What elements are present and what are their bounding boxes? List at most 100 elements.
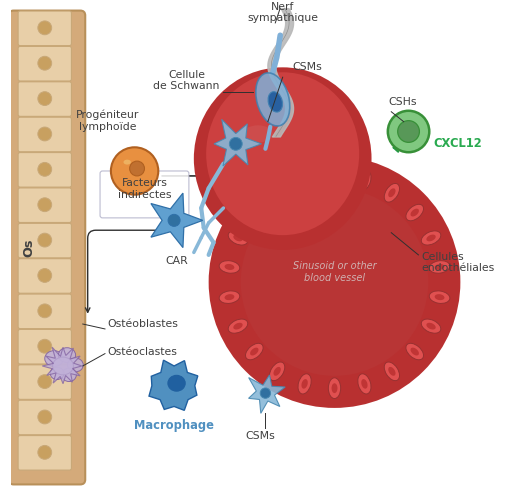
Ellipse shape	[130, 161, 144, 176]
Ellipse shape	[406, 344, 424, 360]
FancyBboxPatch shape	[18, 365, 71, 399]
Ellipse shape	[224, 294, 234, 300]
Text: CAR: CAR	[165, 256, 188, 266]
Text: CXCL12: CXCL12	[433, 137, 482, 150]
FancyBboxPatch shape	[18, 82, 71, 116]
FancyBboxPatch shape	[18, 294, 71, 329]
Ellipse shape	[246, 204, 263, 221]
Circle shape	[241, 188, 428, 376]
Ellipse shape	[429, 291, 450, 303]
Ellipse shape	[58, 347, 76, 362]
FancyBboxPatch shape	[9, 10, 85, 485]
FancyBboxPatch shape	[18, 400, 71, 435]
Text: CSHs: CSHs	[389, 97, 417, 107]
Ellipse shape	[298, 170, 311, 190]
Ellipse shape	[332, 383, 337, 393]
Ellipse shape	[194, 67, 372, 250]
Ellipse shape	[45, 350, 63, 366]
Ellipse shape	[384, 362, 399, 381]
Ellipse shape	[250, 208, 259, 216]
Text: Ostéoblastes: Ostéoblastes	[107, 319, 179, 329]
Ellipse shape	[426, 235, 436, 242]
Ellipse shape	[168, 214, 180, 226]
Polygon shape	[151, 193, 203, 248]
Circle shape	[388, 111, 429, 152]
Ellipse shape	[68, 358, 83, 372]
Ellipse shape	[421, 231, 441, 245]
Ellipse shape	[361, 175, 367, 185]
Text: CSMs: CSMs	[246, 431, 276, 441]
Ellipse shape	[301, 379, 308, 389]
Ellipse shape	[38, 92, 52, 105]
Ellipse shape	[269, 362, 285, 381]
Polygon shape	[214, 119, 262, 166]
Text: Nerf
sympathique: Nerf sympathique	[247, 1, 318, 23]
Text: Facteurs
indirectes: Facteurs indirectes	[118, 178, 171, 200]
Ellipse shape	[301, 175, 308, 185]
Ellipse shape	[361, 379, 367, 389]
Polygon shape	[42, 347, 82, 384]
Ellipse shape	[219, 261, 240, 273]
Circle shape	[398, 121, 420, 143]
Ellipse shape	[358, 374, 371, 394]
Ellipse shape	[434, 294, 444, 300]
Ellipse shape	[411, 347, 419, 355]
Ellipse shape	[434, 264, 444, 270]
Ellipse shape	[243, 125, 273, 143]
Ellipse shape	[38, 233, 52, 247]
Ellipse shape	[38, 198, 52, 212]
Ellipse shape	[38, 339, 52, 353]
Text: Cellule
de Schwann: Cellule de Schwann	[153, 70, 220, 92]
Ellipse shape	[38, 56, 52, 70]
FancyBboxPatch shape	[18, 436, 71, 470]
Ellipse shape	[38, 446, 52, 459]
Ellipse shape	[332, 171, 337, 181]
Ellipse shape	[426, 323, 436, 330]
Ellipse shape	[50, 367, 64, 380]
FancyBboxPatch shape	[18, 117, 71, 152]
Ellipse shape	[388, 188, 396, 197]
FancyBboxPatch shape	[18, 259, 71, 293]
Ellipse shape	[411, 208, 419, 216]
Ellipse shape	[219, 291, 240, 303]
Ellipse shape	[384, 184, 399, 202]
Circle shape	[111, 148, 158, 195]
Ellipse shape	[38, 269, 52, 282]
Ellipse shape	[228, 319, 248, 333]
Text: Progéniteur
lymphoïde: Progéniteur lymphoïde	[76, 109, 139, 132]
Ellipse shape	[250, 347, 259, 355]
Ellipse shape	[328, 378, 341, 398]
Ellipse shape	[358, 170, 371, 190]
Ellipse shape	[206, 72, 359, 235]
Ellipse shape	[61, 368, 76, 382]
Polygon shape	[249, 375, 285, 413]
Ellipse shape	[268, 92, 282, 112]
Ellipse shape	[421, 319, 441, 333]
Ellipse shape	[38, 21, 52, 35]
Text: Sinusoid or other
blood vessel: Sinusoid or other blood vessel	[293, 261, 376, 283]
Ellipse shape	[233, 323, 243, 330]
Ellipse shape	[38, 162, 52, 176]
Ellipse shape	[260, 388, 270, 398]
Ellipse shape	[256, 73, 290, 126]
Ellipse shape	[53, 357, 73, 375]
Ellipse shape	[246, 344, 263, 360]
Ellipse shape	[38, 410, 52, 424]
Text: Cellules
endothéliales: Cellules endothéliales	[421, 251, 494, 273]
Ellipse shape	[233, 235, 243, 242]
Circle shape	[208, 156, 460, 408]
Ellipse shape	[429, 261, 450, 273]
Text: CSMs: CSMs	[293, 62, 322, 72]
FancyBboxPatch shape	[18, 223, 71, 258]
Text: Os: Os	[22, 238, 35, 257]
FancyBboxPatch shape	[18, 47, 71, 81]
Ellipse shape	[406, 204, 424, 221]
Ellipse shape	[38, 304, 52, 318]
FancyBboxPatch shape	[100, 171, 189, 218]
Ellipse shape	[298, 374, 311, 394]
Ellipse shape	[269, 184, 285, 202]
FancyBboxPatch shape	[18, 152, 71, 187]
Ellipse shape	[168, 375, 185, 391]
Ellipse shape	[123, 159, 131, 164]
Polygon shape	[149, 360, 198, 410]
